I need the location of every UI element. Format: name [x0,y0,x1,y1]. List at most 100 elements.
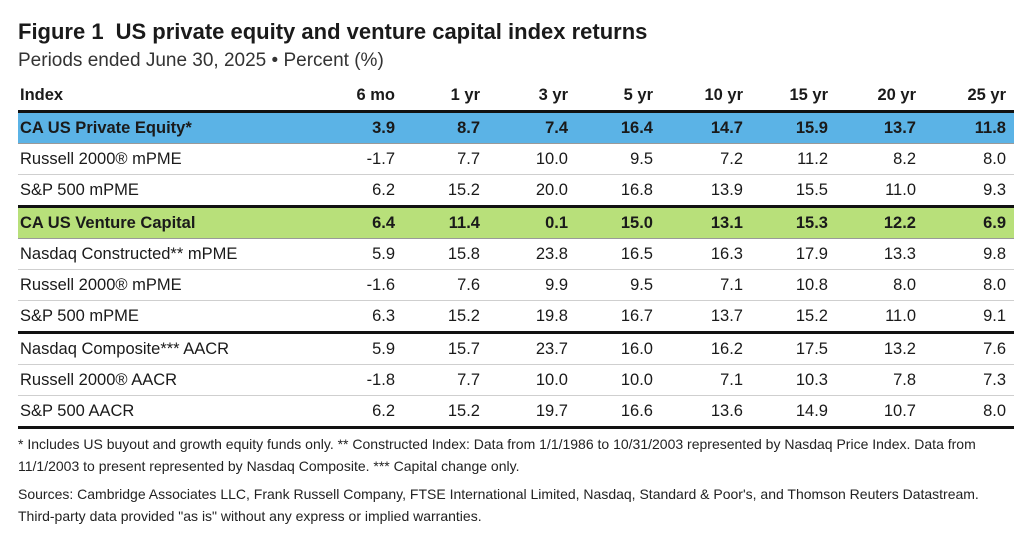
cell-value: 16.6 [576,395,661,429]
cell-value: 3.9 [318,111,403,144]
cell-value: 10.7 [836,395,924,429]
cell-value: 12.2 [836,206,924,239]
table-row: S&P 500 mPME 6.3 15.2 19.8 16.7 13.7 15.2 11.0 9… [18,300,1014,334]
cell-value: 11.4 [403,206,488,239]
notes: * Includes US buyout and growth equity f… [18,433,1014,527]
row-label: Russell 2000® mPME [18,269,318,301]
returns-table: Index 6 mo 1 yr 3 yr 5 yr 10 yr 15 yr 20 yr 25 y… [18,80,1014,429]
cell-value: 8.0 [924,269,1014,301]
cell-value: 9.3 [924,174,1014,208]
table-row: CA US Venture Capital 6.4 11.4 0.1 15.0 13.1 1… [18,206,1014,239]
cell-value: 10.3 [751,364,836,396]
row-label: Russell 2000® mPME [18,143,318,175]
cell-value: 17.5 [751,332,836,365]
column-header-3-yr: 3 yr [488,80,576,113]
cell-value: 6.4 [318,206,403,239]
sources-note: Sources: Cambridge Associates LLC, Frank… [18,486,979,524]
table-row: Russell 2000® mPME -1.6 7.6 9.9 9.5 7.1 10.8 8.… [18,269,1014,301]
cell-value: 16.0 [576,332,661,365]
cell-value: 7.8 [836,364,924,396]
cell-value: 5.9 [318,238,403,270]
cell-value: -1.7 [318,143,403,175]
column-header-5-yr: 5 yr [576,80,661,113]
cell-value: 7.4 [488,111,576,144]
column-header-10-yr: 10 yr [661,80,751,113]
cell-value: 13.7 [661,300,751,334]
cell-value: 7.1 [661,269,751,301]
cell-value: 6.2 [318,395,403,429]
cell-value: 14.7 [661,111,751,144]
cell-value: 13.1 [661,206,751,239]
cell-value: 15.7 [403,332,488,365]
cell-value: 16.4 [576,111,661,144]
cell-value: 15.8 [403,238,488,270]
cell-value: 8.0 [924,395,1014,429]
row-label: S&P 500 mPME [18,174,318,208]
table-row: Russell 2000® mPME -1.7 7.7 10.0 9.5 7.2 11.2 8… [18,143,1014,175]
cell-value: 15.0 [576,206,661,239]
cell-value: 10.8 [751,269,836,301]
cell-value: 9.5 [576,143,661,175]
cell-value: 15.5 [751,174,836,208]
cell-value: 10.0 [488,364,576,396]
cell-value: 13.3 [836,238,924,270]
cell-value: 14.9 [751,395,836,429]
table-row: S&P 500 mPME 6.2 15.2 20.0 16.8 13.9 15.5 11.0 9… [18,174,1014,208]
cell-value: 8.0 [924,143,1014,175]
cell-value: 7.7 [403,364,488,396]
table-row: CA US Private Equity* 3.9 8.7 7.4 16.4 14.7 15… [18,111,1014,144]
cell-value: 8.7 [403,111,488,144]
cell-value: 16.7 [576,300,661,334]
cell-value: 7.3 [924,364,1014,396]
cell-value: 7.6 [924,332,1014,365]
cell-value: 0.1 [488,206,576,239]
cell-value: 11.2 [751,143,836,175]
table-header-row: Index 6 mo 1 yr 3 yr 5 yr 10 yr 15 yr 20 yr 25 y… [18,80,1014,113]
cell-value: -1.8 [318,364,403,396]
table-row: Nasdaq Composite*** AACR 5.9 15.7 23.7 16.0 1… [18,332,1014,365]
cell-value: 15.2 [403,174,488,208]
cell-value: 16.2 [661,332,751,365]
figure: Figure 1 US private equity and venture ca… [18,0,1018,527]
cell-value: 19.7 [488,395,576,429]
row-label: Nasdaq Composite*** AACR [18,332,318,365]
cell-value: 16.8 [576,174,661,208]
cell-value: 8.0 [836,269,924,301]
cell-value: 15.2 [403,395,488,429]
cell-value: 6.3 [318,300,403,334]
cell-value: 6.9 [924,206,1014,239]
table-row: Nasdaq Constructed** mPME 5.9 15.8 23.8 16.5… [18,238,1014,270]
cell-value: 8.2 [836,143,924,175]
table-row: S&P 500 AACR 6.2 15.2 19.7 16.6 13.6 14.9 10.7 8… [18,395,1014,429]
figure-title-text: US private equity and venture capital in… [115,19,648,44]
table-body: CA US Private Equity* 3.9 8.7 7.4 16.4 14.7 15… [18,111,1014,429]
cell-value: 16.5 [576,238,661,270]
cell-value: 11.8 [924,111,1014,144]
column-header-1-yr: 1 yr [403,80,488,113]
row-label: CA US Venture Capital [18,206,318,239]
cell-value: 20.0 [488,174,576,208]
cell-value: -1.6 [318,269,403,301]
cell-value: 7.7 [403,143,488,175]
cell-value: 9.1 [924,300,1014,334]
cell-value: 23.8 [488,238,576,270]
cell-value: 15.9 [751,111,836,144]
figure-title: Figure 1 US private equity and venture ca… [18,18,1018,46]
cell-value: 13.6 [661,395,751,429]
column-header-15-yr: 15 yr [751,80,836,113]
cell-value: 15.3 [751,206,836,239]
cell-value: 15.2 [751,300,836,334]
row-label: CA US Private Equity* [18,111,318,144]
cell-value: 13.9 [661,174,751,208]
cell-value: 19.8 [488,300,576,334]
row-label: S&P 500 AACR [18,395,318,429]
cell-value: 10.0 [488,143,576,175]
cell-value: 7.2 [661,143,751,175]
cell-value: 9.9 [488,269,576,301]
cell-value: 9.8 [924,238,1014,270]
cell-value: 10.0 [576,364,661,396]
row-label: Russell 2000® AACR [18,364,318,396]
cell-value: 15.2 [403,300,488,334]
row-label: S&P 500 mPME [18,300,318,334]
table-row: Russell 2000® AACR -1.8 7.7 10.0 10.0 7.1 10.3… [18,364,1014,396]
